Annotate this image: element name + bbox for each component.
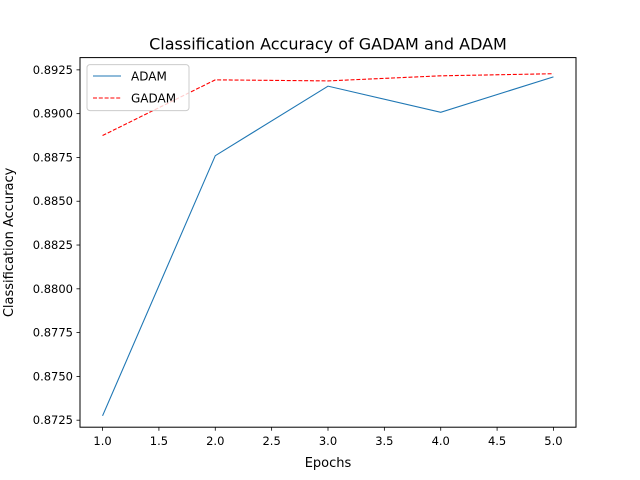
y-tick-label: 0.8850 <box>33 194 73 208</box>
x-tick-label: 1.5 <box>150 434 168 448</box>
x-tick-label: 4.0 <box>432 434 450 448</box>
y-tick-label: 0.8875 <box>33 150 73 164</box>
x-tick-label: 3.0 <box>319 434 337 448</box>
x-tick-label: 1.0 <box>93 434 111 448</box>
chart-title: Classification Accuracy of GADAM and ADA… <box>149 35 507 54</box>
legend-label-adam: ADAM <box>131 70 167 84</box>
y-axis: 0.8725 0.8750 0.8775 0.8800 0.8825 0.8850 0.88… <box>33 63 80 427</box>
y-tick-label: 0.8750 <box>33 369 73 383</box>
y-tick-label: 0.8775 <box>33 326 73 340</box>
x-tick-label: 2.0 <box>206 434 224 448</box>
x-tick-label: 5.0 <box>544 434 562 448</box>
y-tick-label: 0.8725 <box>33 413 73 427</box>
y-tick-label: 0.8925 <box>33 63 73 77</box>
y-axis-label: Classification Accuracy <box>2 167 17 317</box>
x-tick-label: 4.5 <box>488 434 506 448</box>
x-tick-label: 3.5 <box>375 434 393 448</box>
x-tick-label: 2.5 <box>262 434 280 448</box>
y-tick-label: 0.8800 <box>33 282 73 296</box>
y-tick-label: 0.8825 <box>33 238 73 252</box>
legend: ADAM GADAM <box>86 64 190 112</box>
legend-label-gadam: GADAM <box>131 92 176 106</box>
x-axis-label: Epochs <box>305 456 352 471</box>
y-tick-label: 0.8900 <box>33 107 73 121</box>
x-axis: 1.0 1.5 2.0 2.5 3.0 3.5 4.0 4.5 5.0 <box>93 427 563 448</box>
